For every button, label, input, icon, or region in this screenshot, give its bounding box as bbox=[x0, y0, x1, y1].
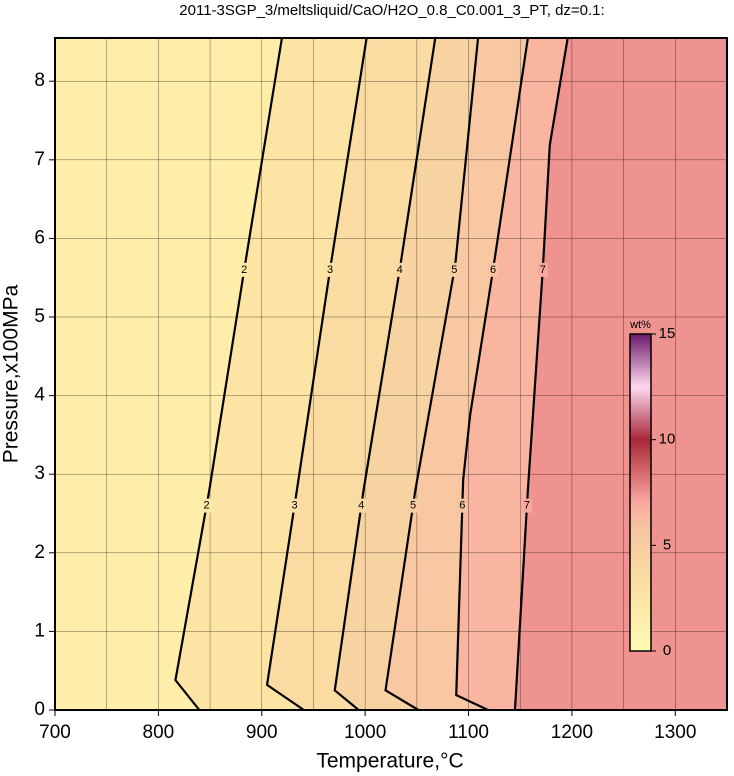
contour-label: 3 bbox=[291, 500, 297, 512]
y-tick-label: 0 bbox=[34, 699, 45, 720]
contour-label-bg bbox=[239, 262, 250, 277]
contour-label-bg bbox=[537, 262, 548, 277]
x-tick-label: 700 bbox=[39, 722, 71, 743]
contour-label-bg bbox=[394, 262, 405, 277]
plot-frame bbox=[54, 37, 728, 711]
x-tick-label: 1100 bbox=[448, 722, 489, 743]
colorbar-label: wt% bbox=[629, 319, 651, 331]
colorbar bbox=[629, 333, 652, 652]
contour-line bbox=[333, 37, 437, 711]
y-tick-label: 3 bbox=[34, 463, 45, 484]
contour-label-bg bbox=[356, 498, 367, 513]
contour-label: 3 bbox=[327, 264, 333, 276]
colorbar-tick-label: 5 bbox=[663, 536, 671, 553]
contour-line bbox=[455, 37, 529, 711]
contour-label: 4 bbox=[358, 500, 364, 512]
contour-fill bbox=[514, 38, 727, 710]
colorbar-tick-label: 10 bbox=[659, 431, 676, 448]
contour-label: 5 bbox=[410, 500, 416, 512]
y-tick-label: 6 bbox=[34, 227, 45, 248]
x-axis-label: Temperature,°C bbox=[316, 750, 463, 773]
contour-line bbox=[174, 37, 284, 711]
contour-label-bg bbox=[488, 262, 499, 277]
contour-label-bg bbox=[201, 498, 212, 513]
contour-label: 2 bbox=[241, 264, 247, 276]
contour-label-bg bbox=[289, 498, 300, 513]
contour-label: 7 bbox=[524, 500, 530, 512]
contour-label: 4 bbox=[397, 264, 403, 276]
y-tick-label: 8 bbox=[34, 70, 45, 91]
colorbar-tick-label: 0 bbox=[663, 642, 671, 659]
contour-label: 2 bbox=[203, 500, 209, 512]
contour-label-bg bbox=[449, 262, 460, 277]
y-tick-label: 5 bbox=[34, 306, 45, 327]
contour-label: 6 bbox=[459, 500, 465, 512]
y-tick-label: 4 bbox=[34, 385, 45, 406]
contour-line bbox=[265, 37, 368, 711]
contour-label-bg bbox=[457, 498, 468, 513]
x-tick-label: 900 bbox=[246, 722, 278, 743]
contour-label: 5 bbox=[451, 264, 457, 276]
contour-label: 6 bbox=[490, 264, 496, 276]
y-axis-label: Pressure,x100MPa bbox=[0, 284, 23, 463]
x-tick-label: 1000 bbox=[344, 722, 386, 743]
x-tick-label: 1300 bbox=[654, 722, 696, 743]
contour-line bbox=[384, 37, 480, 711]
x-tick-label: 1200 bbox=[551, 722, 593, 743]
x-tick-label: 800 bbox=[143, 722, 175, 743]
contour-label-bg bbox=[521, 498, 532, 513]
contour-label-bg bbox=[325, 262, 336, 277]
contour-label-bg bbox=[408, 498, 419, 513]
chart-title: 2011-3SGP_3/meltsliquid/CaO/H2O_0.8_C0.0… bbox=[179, 2, 604, 19]
contour-label: 7 bbox=[540, 264, 546, 276]
y-tick-label: 7 bbox=[34, 149, 45, 170]
colorbar-tick-label: 15 bbox=[659, 325, 676, 342]
y-tick-label: 2 bbox=[34, 542, 45, 563]
y-tick-label: 1 bbox=[34, 620, 45, 641]
